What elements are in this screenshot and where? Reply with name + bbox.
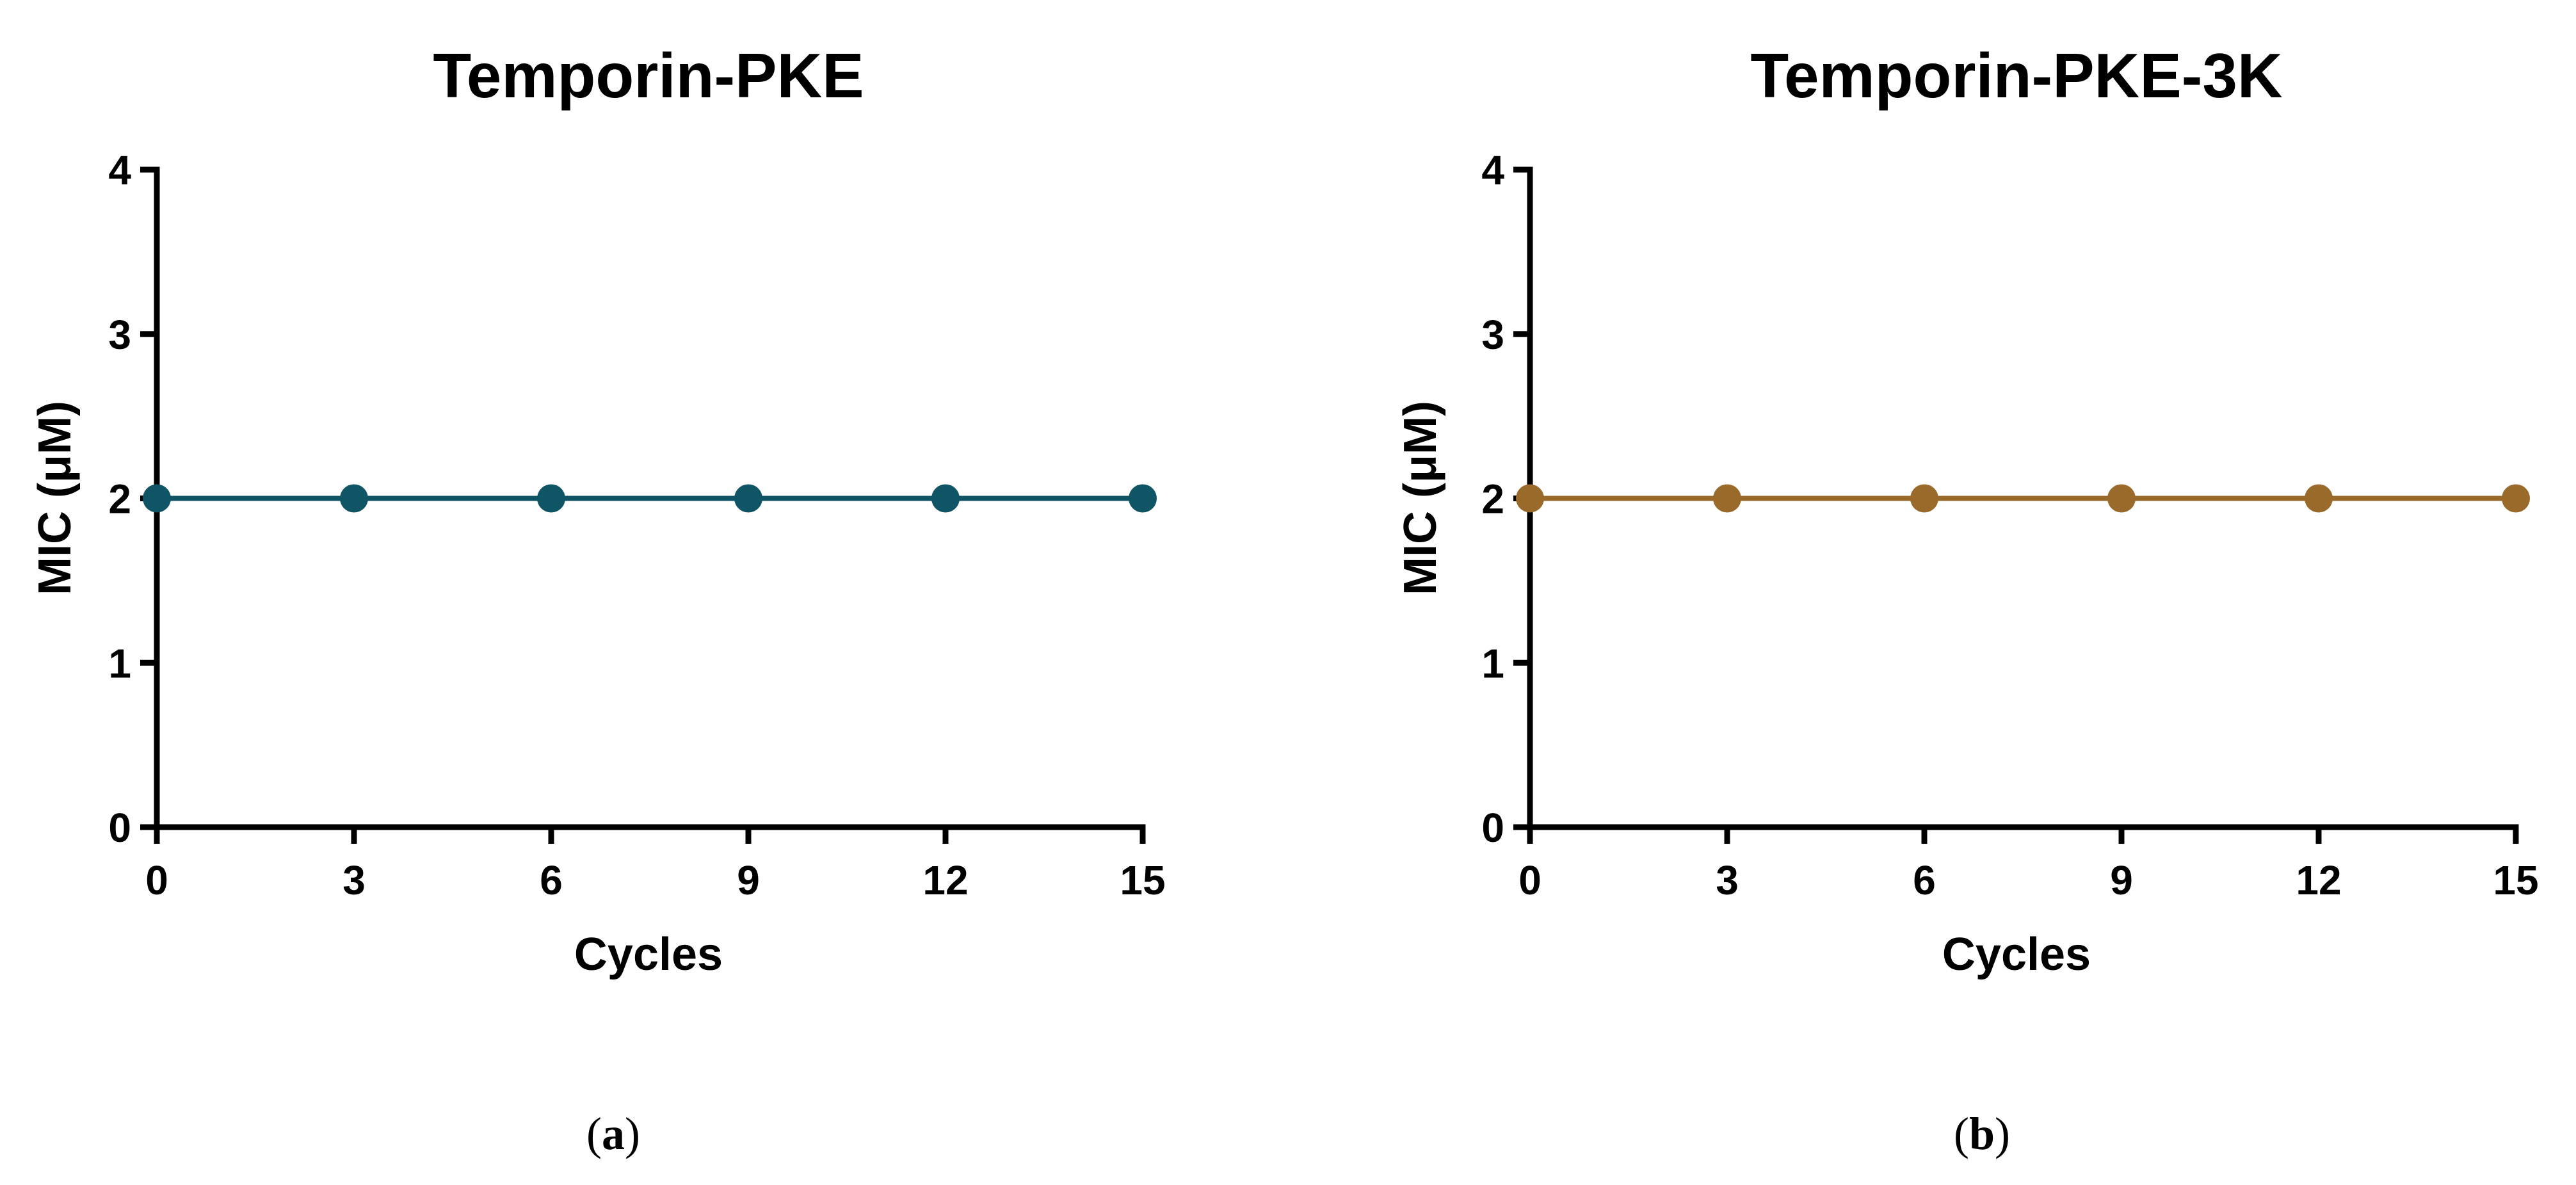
- data-point: [931, 484, 960, 513]
- series-marks: [1516, 484, 2530, 513]
- y-tick-label: 3: [108, 312, 131, 358]
- x-tick-label: 9: [737, 857, 760, 903]
- y-tick-label: 1: [108, 640, 131, 686]
- x-tick-label: 15: [2493, 857, 2538, 903]
- data-point: [1910, 484, 1938, 513]
- data-point: [2305, 484, 2333, 513]
- y-tick-label: 0: [1481, 805, 1504, 851]
- x-tick-label: 12: [922, 857, 968, 903]
- chart-title: Temporin-PKE-3K: [1750, 40, 2282, 111]
- data-point: [537, 484, 565, 513]
- panel-label: (a): [586, 1108, 640, 1159]
- x-tick-label: 0: [1518, 857, 1542, 903]
- x-axis-label: Cycles: [1942, 929, 2091, 980]
- panel-label-letter: a: [602, 1108, 625, 1159]
- data-point: [734, 484, 762, 513]
- data-point: [1713, 484, 1741, 513]
- chart-title: Temporin-PKE: [433, 40, 864, 111]
- x-tick-label: 6: [1913, 857, 1936, 903]
- data-point: [1129, 484, 1157, 513]
- x-tick-label: 0: [145, 857, 168, 903]
- series-marks: [143, 484, 1157, 513]
- x-tick-label: 6: [540, 857, 563, 903]
- y-tick-label: 2: [1481, 476, 1504, 522]
- y-tick-label: 4: [108, 147, 131, 193]
- data-point: [1516, 484, 1544, 513]
- x-tick-label: 3: [342, 857, 366, 903]
- panel-label-letter: b: [1969, 1108, 1995, 1159]
- y-axis-label: MIC (μM): [29, 401, 81, 595]
- x-tick-label: 9: [2110, 857, 2133, 903]
- panel-label: (b): [1954, 1108, 2010, 1159]
- y-tick-label: 2: [108, 476, 131, 522]
- x-axis-label: Cycles: [574, 929, 723, 980]
- y-tick-label: 3: [1481, 312, 1504, 358]
- data-point: [2502, 484, 2530, 513]
- y-tick-label: 0: [108, 805, 131, 851]
- y-axis-label: MIC (μM): [1395, 401, 1446, 595]
- data-point: [340, 484, 368, 513]
- data-point: [2107, 484, 2136, 513]
- x-tick-label: 12: [2296, 857, 2341, 903]
- y-tick-label: 1: [1481, 640, 1504, 686]
- x-tick-label: 3: [1716, 857, 1739, 903]
- x-tick-label: 15: [1120, 857, 1165, 903]
- data-point: [143, 484, 171, 513]
- y-tick-label: 4: [1481, 147, 1504, 193]
